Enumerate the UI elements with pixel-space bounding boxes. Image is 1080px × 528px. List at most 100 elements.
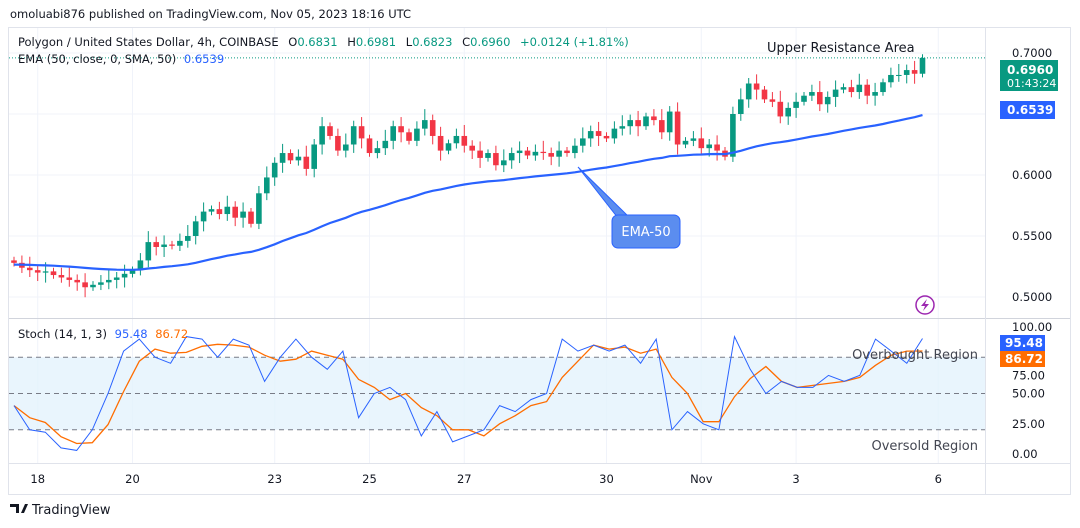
candle-up[interactable] [501, 160, 507, 166]
candle-up[interactable] [643, 116, 649, 127]
oversold-annotation[interactable]: Oversold Region [872, 439, 979, 454]
lightning-icon[interactable] [915, 295, 935, 315]
candle-up[interactable] [516, 150, 523, 154]
ema-callout[interactable]: EMA-50 [577, 166, 681, 249]
candle-down[interactable] [761, 89, 768, 100]
candle-down[interactable] [303, 156, 310, 169]
candle-up[interactable] [556, 150, 562, 157]
candle-up[interactable] [785, 107, 791, 117]
candle-up[interactable] [856, 84, 863, 93]
candle-down[interactable] [864, 84, 870, 96]
candle-down[interactable] [817, 92, 823, 105]
candle-up[interactable] [390, 126, 396, 141]
candle-down[interactable] [58, 275, 65, 278]
candle-down[interactable] [216, 209, 223, 215]
candle-up[interactable] [185, 236, 191, 241]
candle-up[interactable] [619, 126, 626, 129]
candle-up[interactable] [311, 144, 317, 169]
candle-up[interactable] [738, 99, 744, 114]
candle-down[interactable] [82, 282, 88, 288]
candle-down[interactable] [27, 267, 33, 271]
last-price-badge[interactable]: 0.6960 01:43:24 [1000, 60, 1058, 91]
candle-down[interactable] [335, 135, 341, 151]
candle-up[interactable] [42, 271, 49, 273]
candle-down[interactable] [777, 101, 784, 117]
ema-50-line[interactable] [13, 114, 923, 271]
candle-down[interactable] [366, 138, 373, 154]
candle-down[interactable] [635, 120, 641, 127]
candle-down[interactable] [429, 120, 436, 136]
candle-down[interactable] [659, 120, 665, 133]
stoch-d-badge[interactable]: 86.72 [1000, 351, 1045, 367]
candle-up[interactable] [580, 138, 586, 146]
tradingview-logo[interactable]: TradingView [10, 503, 111, 518]
candle-down[interactable] [714, 144, 720, 151]
candle-up[interactable] [382, 140, 389, 149]
candle-up[interactable] [374, 148, 381, 154]
candle-up[interactable] [690, 138, 697, 141]
candle-down[interactable] [595, 131, 602, 136]
candle-up[interactable] [809, 92, 815, 96]
candle-down[interactable] [398, 126, 404, 133]
candle-down[interactable] [153, 242, 159, 247]
candle-down[interactable] [232, 206, 238, 218]
candle-down[interactable] [564, 150, 570, 154]
candle-up[interactable] [801, 95, 807, 102]
candle-up[interactable] [666, 111, 673, 133]
candle-up[interactable] [485, 153, 491, 158]
stoch-k-badge[interactable]: 95.48 [1000, 335, 1045, 351]
candle-down[interactable] [50, 271, 57, 276]
candle-down[interactable] [848, 87, 855, 93]
candle-down[interactable] [11, 260, 17, 263]
candle-up[interactable] [98, 282, 104, 285]
candle-up[interactable] [240, 211, 246, 218]
candle-up[interactable] [343, 144, 349, 151]
candle-up[interactable] [793, 101, 799, 108]
candle-up[interactable] [872, 92, 878, 96]
candle-up[interactable] [295, 156, 302, 161]
candle-down[interactable] [477, 150, 483, 158]
candle-up[interactable] [824, 96, 831, 105]
candle-up[interactable] [113, 277, 120, 280]
candle-up[interactable] [90, 284, 96, 288]
candle-up[interactable] [121, 273, 128, 278]
candle-up[interactable] [627, 120, 633, 127]
candle-up[interactable] [730, 114, 736, 157]
candle-up[interactable] [279, 153, 286, 163]
candle-up[interactable] [350, 126, 357, 145]
candle-down[interactable] [327, 126, 333, 136]
candle-up[interactable] [572, 145, 578, 154]
candle-up[interactable] [896, 74, 902, 76]
resistance-annotation[interactable]: Upper Resistance Area [767, 41, 915, 56]
candle-up[interactable] [682, 140, 689, 145]
candle-up[interactable] [224, 206, 231, 215]
candle-down[interactable] [769, 99, 776, 102]
candle-down[interactable] [524, 150, 531, 156]
candle-down[interactable] [603, 135, 610, 139]
candle-up[interactable] [706, 144, 712, 149]
candle-up[interactable] [880, 82, 886, 93]
candle-up[interactable] [532, 151, 539, 156]
candle-up[interactable] [264, 177, 270, 194]
candle-up[interactable] [587, 131, 594, 139]
candle-up[interactable] [256, 193, 262, 224]
candle-down[interactable] [358, 126, 365, 139]
candle-down[interactable] [169, 244, 175, 246]
candle-up[interactable] [106, 279, 112, 283]
candle-up[interactable] [200, 211, 207, 222]
candle-up[interactable] [145, 242, 152, 261]
candle-up[interactable] [445, 143, 452, 151]
candle-down[interactable] [911, 70, 918, 74]
stoch-d-line[interactable] [13, 343, 923, 445]
candle-down[interactable] [674, 111, 681, 145]
candle-up[interactable] [161, 244, 167, 247]
overbought-annotation[interactable]: Overbought Region [852, 348, 978, 363]
stoch-legend-label[interactable]: Stoch (14, 1, 3) [18, 327, 107, 341]
candle-up[interactable] [832, 89, 839, 97]
candle-down[interactable] [753, 83, 760, 90]
candle-up[interactable] [129, 270, 136, 274]
candle-up[interactable] [177, 240, 183, 246]
candle-up[interactable] [919, 57, 926, 74]
candle-up[interactable] [137, 260, 144, 271]
stoch-axis[interactable]: 100.00 75.00 50.00 25.00 0.00 [1012, 320, 1052, 461]
